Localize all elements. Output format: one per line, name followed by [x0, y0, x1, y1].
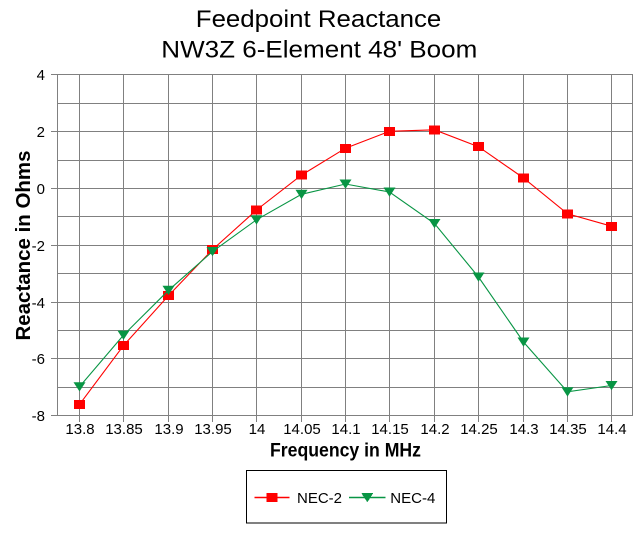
svg-text:Reactance in Ohms: Reactance in Ohms — [13, 151, 35, 341]
svg-text:NEC-2: NEC-2 — [297, 490, 342, 507]
svg-text:NEC-4: NEC-4 — [390, 490, 435, 507]
svg-text:14.3: 14.3 — [509, 421, 538, 438]
svg-text:14: 14 — [249, 421, 266, 438]
svg-text:Feedpoint Reactance: Feedpoint Reactance — [196, 6, 442, 33]
svg-text:14.2: 14.2 — [420, 421, 449, 438]
svg-text:13.8: 13.8 — [65, 421, 94, 438]
svg-text:2: 2 — [37, 124, 45, 141]
svg-text:4: 4 — [37, 67, 45, 84]
svg-text:0: 0 — [37, 181, 45, 198]
svg-text:14.4: 14.4 — [597, 421, 626, 438]
svg-text:Frequency in MHz: Frequency in MHz — [270, 441, 421, 462]
svg-text:14.15: 14.15 — [371, 421, 409, 438]
svg-text:14.1: 14.1 — [331, 421, 360, 438]
svg-text:14.05: 14.05 — [283, 421, 321, 438]
svg-text:NW3Z 6-Element 48' Boom: NW3Z 6-Element 48' Boom — [161, 36, 477, 63]
svg-text:13.9: 13.9 — [154, 421, 183, 438]
svg-text:13.85: 13.85 — [105, 421, 143, 438]
svg-text:-6: -6 — [32, 351, 45, 368]
svg-text:-8: -8 — [32, 408, 45, 425]
svg-text:-2: -2 — [32, 238, 45, 255]
svg-text:-4: -4 — [32, 295, 45, 312]
svg-text:14.35: 14.35 — [549, 421, 587, 438]
svg-text:13.95: 13.95 — [194, 421, 232, 438]
svg-text:14.25: 14.25 — [460, 421, 498, 438]
